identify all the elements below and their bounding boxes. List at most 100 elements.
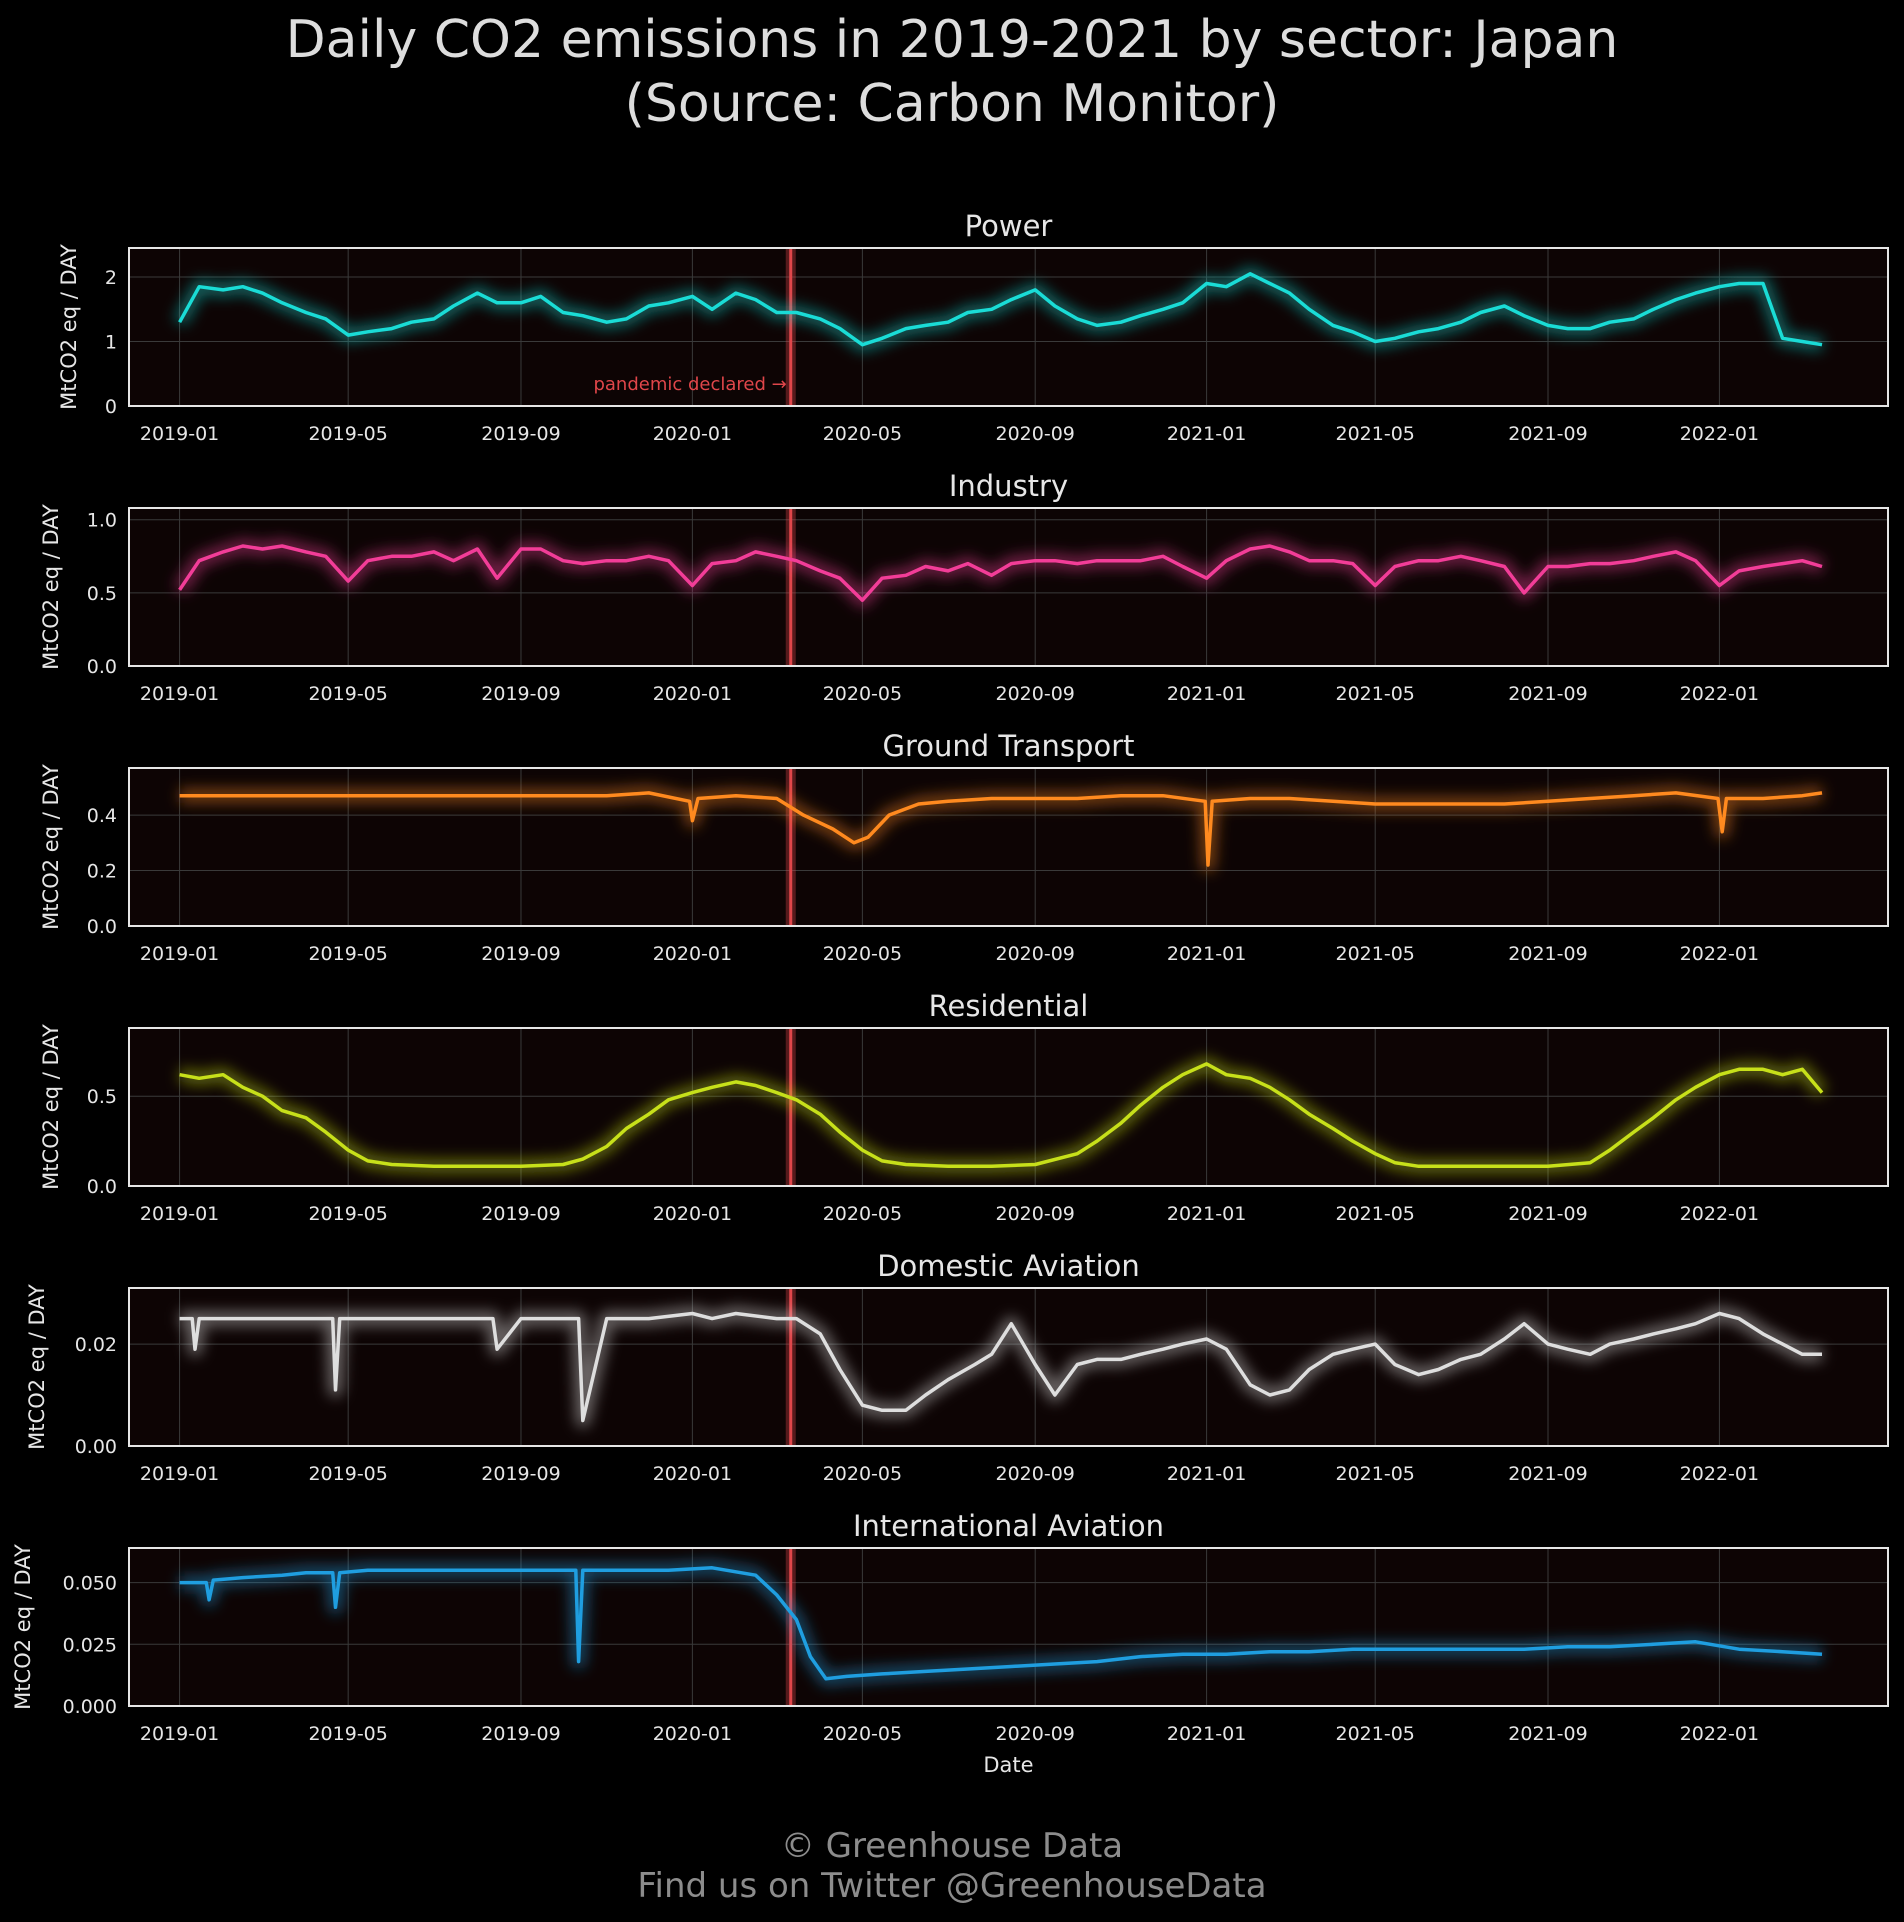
- panel-power: 0 1 2 2019-01 2019-05 2019-09 2020-01 2020-05 20…: [57, 209, 1889, 445]
- pandemic-annotation: pandemic declared →: [593, 374, 786, 395]
- x-tick-label: 2020-09: [995, 1203, 1074, 1225]
- x-tick-label: 2021-09: [1508, 423, 1587, 445]
- x-tick-label: 2022-01: [1680, 1203, 1759, 1225]
- panel-residential: 0.0 0.5 2019-01 2019-05 2019-09 2020-01 2020-0…: [39, 989, 1889, 1225]
- x-tick-label: 2019-05: [308, 683, 387, 705]
- y-axis-label: MtCO2 eq / DAY: [39, 504, 63, 670]
- y-tick-label: 0.0: [87, 1176, 117, 1198]
- y-tick-label: 0.025: [63, 1634, 117, 1656]
- x-tick-label: 2019-01: [140, 943, 219, 965]
- y-axis-label: MtCO2 eq / DAY: [25, 1284, 49, 1450]
- x-tick-label: 2021-09: [1508, 683, 1587, 705]
- panel-international-aviation: 0.000 0.025 0.050 2019-01 2019-05 2019-09 2020…: [11, 1509, 1889, 1777]
- series-line: [179, 791, 1823, 867]
- x-tick-label: 2021-01: [1167, 1203, 1246, 1225]
- series-line: [178, 544, 1823, 602]
- footer-copyright: © Greenhouse Data: [780, 1826, 1124, 1866]
- y-tick-label: 0.2: [87, 861, 117, 883]
- panel-domestic-aviation: 0.00 0.02 2019-01 2019-05 2019-09 2020-01 2020…: [25, 1249, 1889, 1485]
- panel-ground-transport: 0.0 0.2 0.4 2019-01 2019-05 2019-09 2020-01 202…: [39, 729, 1889, 965]
- series-line: [179, 1311, 1822, 1423]
- panel-title: Ground Transport: [883, 729, 1135, 763]
- x-tick-label: 2019-09: [481, 1723, 560, 1745]
- y-tick-label: 0.0: [87, 656, 117, 678]
- plot-frame: [128, 1287, 1889, 1447]
- x-tick-label: 2020-09: [995, 943, 1074, 965]
- plot-area: [129, 508, 1888, 666]
- x-tick-label: 2020-01: [653, 943, 732, 965]
- y-tick-label: 1: [105, 332, 117, 354]
- x-tick-label: 2021-09: [1508, 1463, 1587, 1485]
- x-tick-label: 2020-09: [995, 423, 1074, 445]
- x-tick-label: 2019-01: [140, 1723, 219, 1745]
- panel-title: Power: [965, 209, 1053, 243]
- panel-industry: 0.0 0.5 1.0 2019-01 2019-05 2019-09 2020-01 202…: [39, 469, 1889, 705]
- x-tick-label: 2020-05: [823, 683, 902, 705]
- x-tick-label: 2019-01: [140, 423, 219, 445]
- x-tick-label: 2019-01: [140, 1463, 219, 1485]
- x-tick-label: 2020-01: [653, 1723, 732, 1745]
- y-tick-label: 2: [105, 267, 117, 289]
- x-tick-label: 2019-05: [308, 1463, 387, 1485]
- y-axis-label: MtCO2 eq / DAY: [39, 764, 63, 930]
- y-tick-label: 0.02: [75, 1334, 117, 1356]
- x-tick-label: 2021-09: [1508, 943, 1587, 965]
- x-tick-label: 2019-09: [481, 943, 560, 965]
- plot-frame: [128, 507, 1889, 667]
- x-tick-label: 2021-01: [1167, 423, 1246, 445]
- x-tick-label: 2021-01: [1167, 943, 1246, 965]
- y-tick-label: 0.050: [63, 1573, 117, 1595]
- y-tick-label: 0: [105, 396, 117, 418]
- x-tick-label: 2021-05: [1335, 423, 1414, 445]
- plot-frame: [128, 1027, 1889, 1187]
- chart-title-line2: (Source: Carbon Monitor): [624, 74, 1280, 134]
- x-tick-label: 2021-01: [1167, 1463, 1246, 1485]
- x-tick-label: 2021-01: [1167, 683, 1246, 705]
- x-tick-label: 2021-05: [1335, 1723, 1414, 1745]
- x-tick-label: 2021-05: [1335, 1463, 1414, 1485]
- x-tick-label: 2022-01: [1680, 1723, 1759, 1745]
- y-axis-label: MtCO2 eq / DAY: [11, 1544, 35, 1710]
- plot-frame: [128, 767, 1889, 927]
- x-tick-label: 2020-09: [995, 1723, 1074, 1745]
- x-tick-label: 2020-09: [995, 683, 1074, 705]
- chart-title-line1: Daily CO2 emissions in 2019-2021 by sect…: [285, 10, 1619, 70]
- x-tick-label: 2020-01: [653, 1203, 732, 1225]
- series-line: [179, 1566, 1823, 1681]
- x-tick-label: 2019-09: [481, 1463, 560, 1485]
- panel-title: Residential: [929, 989, 1089, 1023]
- x-tick-label: 2020-05: [823, 943, 902, 965]
- footer-twitter: Find us on Twitter @GreenhouseData: [637, 1866, 1267, 1906]
- x-tick-label: 2020-01: [653, 1463, 732, 1485]
- y-tick-label: 1.0: [87, 510, 117, 532]
- y-tick-label: 0.00: [75, 1436, 117, 1458]
- x-tick-label: 2020-05: [823, 1203, 902, 1225]
- x-tick-label: 2019-05: [308, 423, 387, 445]
- plot-frame: [128, 1547, 1889, 1707]
- x-tick-label: 2020-05: [823, 1723, 902, 1745]
- x-tick-label: 2020-01: [653, 683, 732, 705]
- x-tick-label: 2022-01: [1680, 423, 1759, 445]
- x-tick-label: 2021-05: [1335, 683, 1414, 705]
- x-tick-label: 2019-09: [481, 423, 560, 445]
- x-tick-label: 2019-01: [140, 683, 219, 705]
- x-tick-label: 2019-05: [308, 1723, 387, 1745]
- x-tick-label: 2020-05: [823, 1463, 902, 1485]
- y-tick-label: 0.0: [87, 916, 117, 938]
- x-tick-label: 2019-05: [308, 943, 387, 965]
- panel-title: Domestic Aviation: [877, 1249, 1140, 1283]
- x-tick-label: 2021-05: [1335, 943, 1414, 965]
- x-tick-label: 2020-05: [823, 423, 902, 445]
- x-tick-label: 2019-09: [481, 1203, 560, 1225]
- x-tick-label: 2019-01: [140, 1203, 219, 1225]
- x-tick-label: 2022-01: [1680, 1463, 1759, 1485]
- y-axis-label: MtCO2 eq / DAY: [57, 244, 81, 410]
- x-tick-label: 2021-01: [1167, 1723, 1246, 1745]
- x-tick-label: 2021-09: [1508, 1203, 1587, 1225]
- panel-title: International Aviation: [853, 1509, 1164, 1543]
- series-line: [179, 1062, 1824, 1169]
- y-tick-label: 0.4: [87, 805, 117, 827]
- x-tick-label: 2021-09: [1508, 1723, 1587, 1745]
- plot-frame: [128, 247, 1889, 407]
